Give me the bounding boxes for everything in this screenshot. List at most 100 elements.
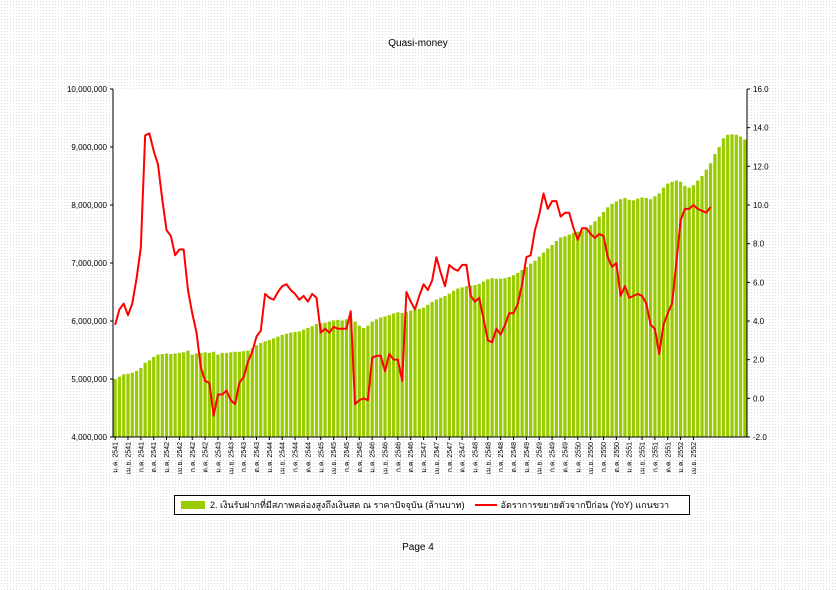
bar [302, 329, 306, 437]
bar [421, 307, 426, 437]
bar [520, 269, 524, 437]
x-tick-label: ก.ค. 2547 [447, 442, 454, 472]
legend-bar-label: 2. เงินรับฝากที่มีสภาพคล่องสูงถึงเงินสด … [210, 500, 465, 510]
bar [439, 297, 443, 437]
bar [404, 311, 409, 437]
x-tick-label: เม.ย. 2544 [280, 442, 287, 475]
bar [237, 351, 241, 437]
x-tick-label: ม.ค. 2550 [575, 442, 582, 473]
bar [511, 275, 516, 437]
legend-bar-swatch [181, 501, 205, 509]
bar [229, 352, 233, 437]
x-tick-label: ต.ค. 2545 [357, 442, 364, 473]
bar [469, 285, 473, 437]
bar [344, 319, 349, 437]
bar [284, 333, 289, 437]
bar [297, 331, 301, 437]
x-axis-ticks: ม.ค. 2541 เม.ย. 2541 ก.ค. 2541 ต.ค. 2541 ม.ค… [113, 437, 698, 475]
bar [361, 327, 366, 437]
x-tick-label: ต.ค. 2548 [511, 442, 518, 473]
left-tick-label: 9,000,000 [71, 143, 107, 152]
bar [134, 370, 139, 437]
bar [310, 326, 314, 437]
bar [203, 352, 207, 437]
bar [619, 199, 623, 437]
bar [280, 334, 284, 437]
bar [331, 320, 336, 437]
bar [447, 293, 451, 437]
bar [276, 336, 280, 437]
left-axis-ticks: 4,000,000 5,000,000 6,000,000 7,000,000 8,00… [67, 85, 113, 442]
bar [212, 351, 216, 437]
left-tick-label: 7,000,000 [71, 259, 107, 268]
bar [370, 321, 374, 437]
legend-line-label: อัตราการขยายตัวจากปีก่อน (YoY) แกนขวา [500, 500, 670, 510]
bar [623, 198, 627, 437]
bar [601, 211, 606, 437]
bar [254, 345, 259, 437]
bar [409, 310, 413, 437]
bar [700, 176, 704, 437]
bar [267, 340, 271, 437]
bar [717, 147, 721, 437]
bar [653, 196, 657, 437]
line-series [114, 132, 712, 417]
page-footer: Page 4 [402, 542, 434, 553]
bar [691, 185, 696, 437]
bar [631, 200, 636, 437]
x-tick-label: ก.ค. 2542 [190, 442, 197, 472]
bar [177, 352, 182, 437]
right-tick-label: 14.0 [753, 124, 769, 133]
bar [541, 252, 546, 437]
bar [507, 276, 511, 437]
right-tick-label: 0.0 [753, 394, 765, 403]
bar [366, 325, 370, 437]
bar [122, 374, 126, 437]
legend-line-swatch [474, 504, 497, 506]
right-tick-label: 12.0 [753, 162, 769, 171]
bar [242, 351, 246, 437]
x-tick-label: ม.ค. 2542 [164, 442, 171, 473]
bar [289, 332, 293, 437]
bar [126, 373, 130, 437]
bar [636, 198, 640, 437]
bar [627, 199, 631, 437]
right-tick-label: 10.0 [753, 201, 769, 210]
x-tick-label: ต.ค. 2551 [665, 442, 672, 473]
bar [156, 354, 160, 437]
x-tick-label: ต.ค. 2547 [460, 442, 467, 473]
bar [272, 338, 276, 437]
bar [443, 296, 447, 437]
bar [464, 286, 469, 437]
bar [186, 350, 190, 437]
x-tick-label: ก.ค. 2545 [344, 442, 351, 472]
bar [426, 304, 430, 437]
bar [593, 221, 597, 437]
bar [687, 187, 691, 437]
bar [533, 260, 537, 437]
bar [529, 263, 533, 437]
bar [319, 323, 323, 437]
bar [678, 181, 683, 437]
bar [224, 352, 229, 437]
bar [704, 169, 708, 437]
bar [708, 163, 713, 438]
x-tick-label: ก.ค. 2548 [498, 442, 505, 472]
x-tick-label: เม.ย. 2543 [228, 442, 235, 475]
bar [554, 240, 558, 437]
bar [481, 281, 486, 437]
bar [259, 343, 263, 437]
bar [674, 180, 678, 437]
bar [117, 376, 122, 437]
bar [383, 316, 387, 437]
bar [139, 367, 143, 437]
x-tick-label: ม.ค. 2549 [524, 442, 531, 473]
x-tick-label: ต.ค. 2550 [614, 442, 621, 473]
right-tick-label: 6.0 [753, 278, 765, 287]
x-tick-label: ต.ค. 2541 [151, 442, 158, 473]
legend: 2. เงินรับฝากที่มีสภาพคล่องสูงถึงเงินสด … [174, 495, 690, 515]
bar [182, 352, 186, 437]
x-tick-label: ต.ค. 2542 [203, 442, 210, 473]
bar [499, 278, 503, 437]
bar [657, 193, 661, 437]
